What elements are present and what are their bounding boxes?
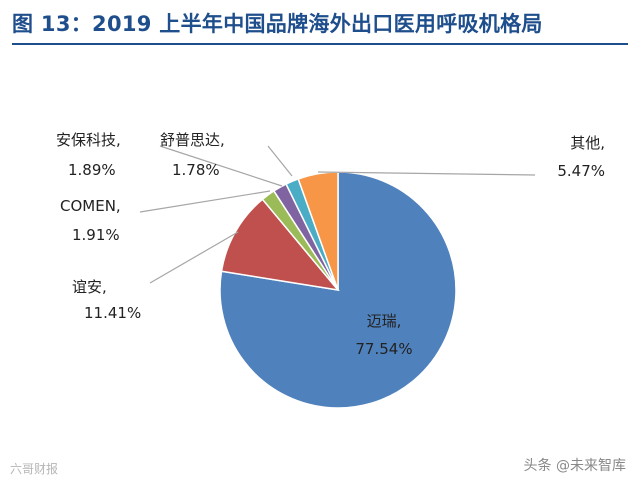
- slice-label-value-5: 5.47%: [557, 162, 605, 180]
- slice-label-name-5: 其他,: [570, 134, 605, 152]
- watermark-left: 六哥财报: [10, 462, 59, 476]
- slice-label-value-2: 1.91%: [72, 226, 120, 244]
- slice-label-name-1: 谊安,: [72, 278, 107, 296]
- slice-label-name-3: 安保科技,: [56, 131, 121, 149]
- slice-labels: 迈瑞, 77.54% 谊安, 11.41% COMEN, 1.91% 安保科技, 1.89% 舒…: [56, 131, 605, 358]
- leader-line-3: [159, 145, 283, 187]
- watermark-right: 头条 @未来智库: [523, 458, 626, 474]
- leader-line-4: [267, 145, 293, 177]
- leader-line-1: [149, 231, 239, 284]
- slice-label-name-0: 迈瑞,: [367, 312, 402, 330]
- slice-label-value-0: 77.54%: [355, 340, 412, 358]
- chart-title: 图 13：2019 上半年中国品牌海外出口医用呼吸机格局: [12, 12, 543, 36]
- leader-lines: [139, 145, 536, 284]
- slice-label-name-4: 舒普思达,: [160, 131, 225, 149]
- slice-label-name-2: COMEN,: [60, 197, 121, 215]
- pie-slice-0: [219, 171, 457, 409]
- leader-line-5: [317, 171, 536, 176]
- slice-label-value-4: 1.78%: [172, 161, 220, 179]
- pie-slices: [219, 171, 457, 409]
- slice-label-value-3: 1.89%: [68, 161, 116, 179]
- pie-slice-1: [220, 198, 340, 292]
- slice-label-value-1: 11.41%: [84, 304, 141, 322]
- leader-line-2: [139, 190, 271, 213]
- title-underline: [12, 43, 628, 45]
